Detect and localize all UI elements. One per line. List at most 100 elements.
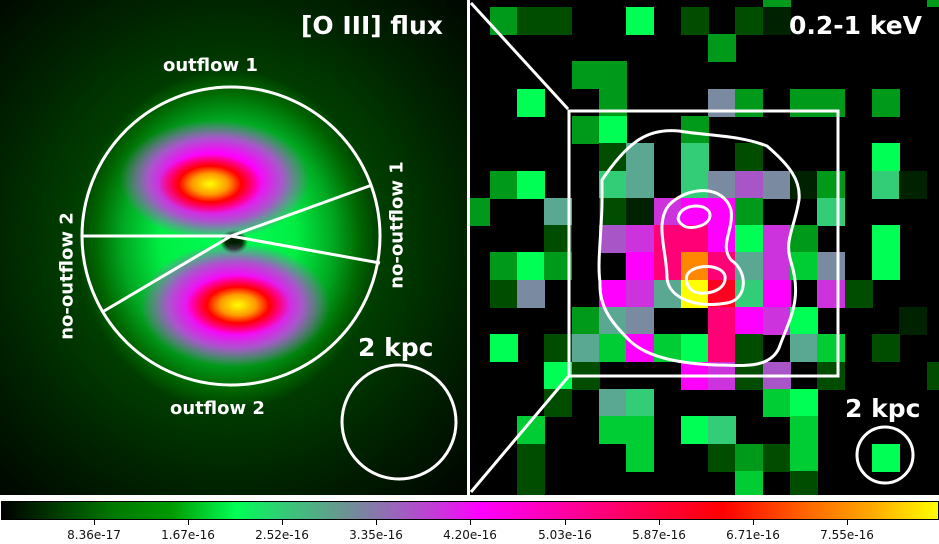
xray-pixel [680, 197, 709, 226]
xray-pixel [598, 61, 627, 90]
xray-pixel [708, 225, 737, 254]
xray-pixel [680, 416, 709, 445]
colorbar-tick-label: 6.71e-16 [726, 528, 780, 542]
xray-pixel [762, 6, 791, 35]
xray-pixel [571, 61, 600, 90]
xray-pixel [626, 170, 655, 199]
xray-pixel [871, 143, 900, 172]
xray-pixel [735, 225, 764, 254]
xray-pixel [626, 197, 655, 226]
xray-pixel [517, 88, 545, 117]
colorbar-tick [847, 520, 848, 525]
colorbar [1, 501, 939, 520]
xray-pixel [762, 0, 791, 8]
xray-pixel [708, 443, 737, 472]
xray-pixel [626, 6, 655, 35]
xray-pixel [708, 170, 737, 199]
xray-pixel [790, 307, 818, 335]
xray-pixel [571, 307, 600, 335]
xray-pixel [735, 170, 764, 199]
xray-pixel [680, 115, 709, 144]
xray-pixel [762, 225, 791, 254]
xray-pixel [653, 225, 682, 254]
region-label-outflow-2: outflow 2 [170, 398, 265, 419]
xray-pixel [871, 225, 900, 254]
xray-pixel [598, 115, 627, 144]
xray-pixel [708, 416, 737, 445]
colorbar-tick [282, 520, 283, 525]
xray-pixel [735, 197, 764, 226]
colorbar-tick [188, 520, 189, 525]
xray-pixel [708, 334, 737, 363]
xray-pixel [762, 443, 791, 472]
xray-pixel [653, 197, 682, 226]
colorbar-tick-label: 2.52e-16 [255, 528, 309, 542]
xray-soft-map: 0.2-1 keV 2 kpc [469, 0, 939, 495]
xray-pixel [790, 225, 818, 254]
xray-pixel [469, 197, 491, 226]
xray-pixel [489, 170, 518, 199]
xray-pixel [817, 252, 846, 281]
xray-pixel [598, 334, 627, 363]
colorbar-tick-label: 5.87e-16 [632, 528, 686, 542]
xray-pixel [899, 307, 928, 335]
xray-pixel [790, 388, 818, 417]
colorbar-tick [94, 520, 95, 525]
xray-pixel [708, 307, 737, 335]
region-overlay [80, 85, 458, 481]
xray-pixel [680, 334, 709, 363]
contour-overlay [469, 1, 915, 493]
xray-pixel [735, 443, 764, 472]
xray-pixel [790, 416, 818, 445]
xray-pixel [517, 252, 545, 281]
scale-circle [855, 425, 915, 485]
xray-pixel [817, 334, 846, 363]
colorbar-tick [470, 520, 471, 525]
panel-title: 0.2-1 keV [789, 11, 923, 40]
xray-pixel [626, 143, 655, 172]
xray-pixel [517, 170, 545, 199]
xray-pixel [598, 197, 627, 226]
xray-pixel [680, 143, 709, 172]
contour-inner-lower [684, 265, 727, 295]
xray-pixel [817, 279, 846, 308]
xray-pixel [680, 225, 709, 254]
sector-line [230, 234, 381, 265]
xray-pixel [517, 470, 545, 495]
xray-pixel [899, 170, 928, 199]
xray-pixel [544, 388, 573, 417]
colorbar-tick [753, 520, 754, 525]
xray-pixel [626, 279, 655, 308]
colorbar-tick [565, 520, 566, 525]
xray-pixel [762, 388, 791, 417]
xray-pixel [517, 279, 545, 308]
xray-pixel [871, 443, 900, 472]
xray-pixel [871, 334, 900, 363]
xray-pixel [735, 143, 764, 172]
colorbar-tick-label: 5.03e-16 [538, 528, 592, 542]
panel-divider [467, 0, 470, 497]
xray-pixel [735, 470, 764, 495]
xray-pixel [871, 252, 900, 281]
scale-circle [340, 363, 458, 481]
xray-pixel [598, 416, 627, 445]
xray-pixel [790, 443, 818, 472]
scale-label: 2 kpc [845, 394, 921, 423]
xray-pixel [626, 225, 655, 254]
contour-inner-upper [676, 204, 712, 230]
xray-pixel [680, 6, 709, 35]
colorbar-tick-label: 1.67e-16 [161, 528, 215, 542]
colorbar-tick-label: 8.36e-17 [67, 528, 121, 542]
xray-pixel [489, 252, 518, 281]
zoom-connector-line [469, 1, 570, 111]
xray-pixel [626, 252, 655, 281]
colorbar-tick-label: 3.35e-16 [349, 528, 403, 542]
sector-line [103, 234, 232, 313]
xray-pixel [598, 225, 627, 254]
region-label-no-outflow-1: no-outflow 1 [386, 161, 408, 289]
xray-pixel [626, 443, 655, 472]
xray-pixel [598, 388, 627, 417]
xray-pixel [817, 170, 846, 199]
xray-pixel [926, 361, 939, 390]
xray-pixel [871, 170, 900, 199]
